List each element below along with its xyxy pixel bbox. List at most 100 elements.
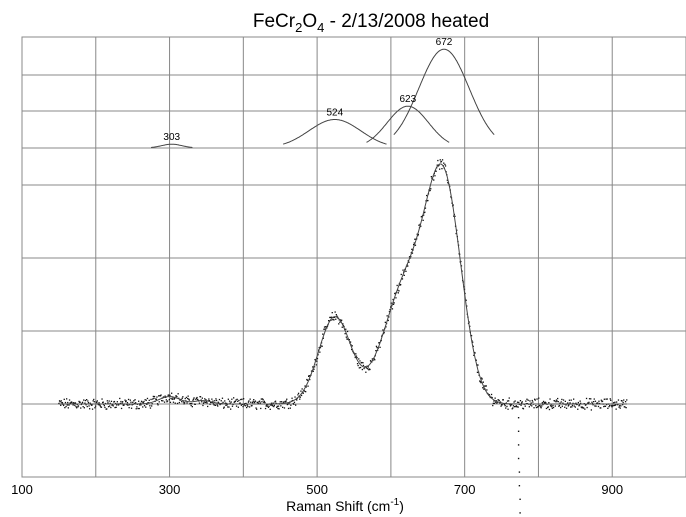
outlier-point-6 — [519, 498, 521, 500]
data-point-353 — [266, 405, 268, 407]
data-point-44 — [84, 402, 86, 404]
data-point-652 — [443, 162, 445, 164]
data-point-345 — [261, 398, 264, 400]
data-point-561 — [389, 308, 391, 311]
data-point-45 — [84, 399, 87, 402]
data-point-182 — [165, 399, 167, 401]
data-point-563 — [390, 302, 392, 304]
data-point-790 — [524, 405, 526, 407]
data-point-225 — [191, 402, 193, 405]
data-point-299 — [234, 400, 237, 403]
data-point-97 — [115, 406, 117, 408]
data-point-156 — [150, 398, 152, 401]
data-point-356 — [268, 405, 270, 407]
data-point-535 — [374, 359, 376, 361]
data-point-214 — [184, 397, 186, 400]
data-point-930 — [607, 407, 609, 409]
data-point-458 — [328, 320, 330, 322]
data-point-219 — [187, 395, 189, 397]
data-point-603 — [414, 238, 416, 240]
data-point-517 — [363, 367, 365, 370]
data-point-173 — [160, 394, 162, 396]
data-point-617 — [422, 219, 424, 221]
data-point-881 — [578, 405, 580, 407]
data-point-431 — [312, 370, 314, 372]
data-point-509 — [358, 367, 360, 369]
data-point-486 — [345, 328, 347, 330]
data-point-735 — [492, 404, 494, 407]
data-point-907 — [593, 398, 595, 400]
data-point-751 — [501, 404, 503, 406]
data-point-386 — [286, 398, 288, 400]
data-point-960 — [624, 401, 627, 403]
data-point-771 — [513, 401, 515, 403]
data-point-414 — [302, 392, 304, 394]
data-point-813 — [538, 397, 540, 399]
data-point-935 — [610, 399, 612, 401]
data-point-292 — [230, 401, 232, 403]
data-point-462 — [331, 316, 333, 318]
data-point-601 — [413, 244, 415, 246]
data-point-22 — [71, 401, 73, 403]
data-point-443 — [319, 347, 322, 349]
data-point-112 — [124, 399, 126, 401]
data-point-125 — [132, 401, 134, 403]
outlier-point-7 — [519, 512, 521, 514]
data-point-669 — [453, 215, 455, 217]
data-point-17 — [68, 404, 70, 406]
data-point-701 — [472, 341, 474, 343]
data-point-75 — [102, 401, 104, 403]
x-axis-label: Raman Shift (cm-1) — [286, 497, 404, 514]
data-point-489 — [346, 330, 349, 333]
data-point-618 — [423, 214, 425, 216]
data-point-553 — [384, 321, 386, 323]
data-point-401 — [295, 404, 297, 406]
peak-labels: 303 524 623 672 — [163, 37, 452, 143]
data-point-361 — [271, 404, 273, 406]
data-point-831 — [548, 408, 551, 411]
data-point-363 — [272, 402, 274, 404]
data-point-598 — [411, 248, 413, 250]
data-point-73 — [101, 398, 103, 400]
data-point-613 — [420, 225, 422, 227]
data-point-481 — [342, 323, 344, 325]
data-point-155 — [149, 407, 152, 409]
data-point-408 — [299, 398, 301, 400]
data-point-784 — [521, 402, 523, 404]
data-point-815 — [539, 404, 541, 407]
data-point-770 — [512, 405, 515, 407]
data-point-262 — [212, 403, 215, 405]
data-point-927 — [605, 398, 607, 400]
data-point-24 — [72, 404, 74, 406]
data-point-190 — [170, 397, 172, 400]
data-point-189 — [169, 401, 172, 403]
data-point-316 — [244, 405, 247, 407]
data-point-28 — [74, 402, 77, 404]
data-point-502 — [354, 356, 356, 359]
data-point-729 — [488, 394, 490, 396]
data-point-778 — [517, 406, 519, 408]
data-point-309 — [240, 404, 242, 406]
data-point-123 — [130, 407, 133, 409]
data-point-430 — [312, 366, 314, 368]
data-point-460 — [329, 316, 332, 319]
data-point-442 — [319, 351, 321, 353]
data-point-639 — [435, 170, 437, 172]
data-point-266 — [215, 398, 217, 400]
data-point-939 — [612, 405, 614, 407]
data-point-261 — [212, 400, 214, 402]
x-tick-labels: 100 300 500 700 900 — [11, 482, 623, 497]
data-point-819 — [541, 402, 543, 404]
data-point-798 — [529, 400, 531, 402]
data-point-145 — [143, 405, 146, 407]
data-point-575 — [397, 292, 399, 294]
data-point-494 — [349, 341, 352, 343]
data-point-409 — [299, 396, 301, 398]
data-point-343 — [260, 398, 262, 400]
data-point-390 — [288, 403, 290, 405]
data-point-921 — [601, 400, 604, 402]
data-point-366 — [274, 401, 276, 403]
data-point-321 — [247, 401, 250, 403]
data-point-238 — [198, 402, 201, 404]
